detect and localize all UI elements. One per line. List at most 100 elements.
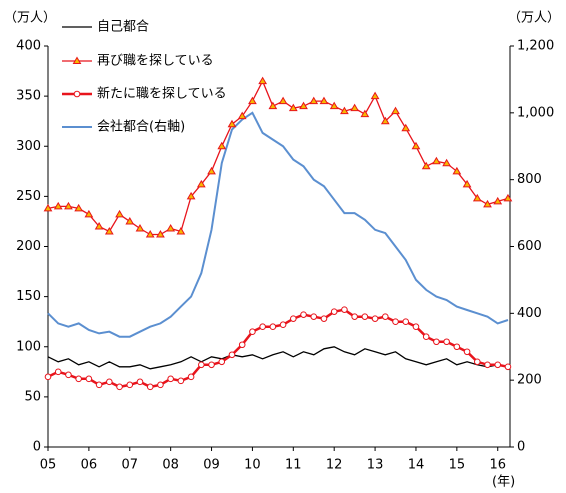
triangle-marker <box>104 226 114 235</box>
triangle-marker <box>391 106 400 115</box>
circle-marker <box>218 358 226 366</box>
triangle-marker <box>483 199 492 208</box>
triangle-marker <box>401 123 411 132</box>
circle-marker <box>75 375 82 383</box>
circle-marker <box>269 323 277 331</box>
y-tick-label: 50 <box>24 389 41 404</box>
triangle-marker <box>176 226 186 235</box>
triangle-marker <box>442 158 451 167</box>
triangle-marker <box>207 166 216 175</box>
triangle-marker <box>503 193 513 202</box>
circle-marker <box>494 361 502 369</box>
x-tick-label: 08 <box>162 458 179 473</box>
x-unit: (年) <box>492 475 515 490</box>
triangle-marker <box>472 193 482 202</box>
series-line <box>47 346 509 370</box>
triangle-marker <box>74 203 84 212</box>
triangle-marker <box>329 101 339 110</box>
triangle-marker <box>217 141 227 150</box>
y2-tick-label: 0 <box>517 440 525 455</box>
triangle-marker <box>340 106 349 115</box>
x-tick-label: 05 <box>40 458 57 473</box>
triangle-marker <box>145 229 155 238</box>
triangle-marker <box>258 76 268 85</box>
triangle-marker <box>452 166 462 175</box>
circle-marker <box>402 318 410 325</box>
triangle-marker <box>268 101 278 110</box>
legend-label: 新たに職を探している <box>97 86 227 102</box>
circle-marker <box>106 378 113 386</box>
y2-tick-label: 1,200 <box>517 39 554 54</box>
triangle-marker <box>421 161 431 170</box>
y-tick-label: 300 <box>16 139 41 154</box>
circle-marker <box>167 375 174 383</box>
circle-marker <box>371 315 379 322</box>
circle-marker <box>453 343 461 351</box>
circle-marker <box>126 381 134 389</box>
triangle-marker <box>462 179 472 188</box>
y-tick-label: 150 <box>16 289 41 304</box>
circle-marker <box>54 368 62 376</box>
x-tick-label: 09 <box>203 458 220 473</box>
circle-marker <box>473 358 481 366</box>
y2-axis-label: （万人） <box>508 11 560 26</box>
x-tick-label: 10 <box>244 458 261 473</box>
circle-marker <box>484 361 491 369</box>
x-tick-label: 16 <box>489 458 506 473</box>
circle-marker <box>392 318 399 325</box>
circle-marker <box>65 371 72 379</box>
series-line <box>47 111 509 338</box>
y-tick-label: 0 <box>33 440 41 455</box>
triangle-marker <box>166 223 176 232</box>
circle-marker <box>300 311 307 318</box>
y2-tick-label: 400 <box>517 306 542 321</box>
legend-label: 会社都合(右軸) <box>97 119 185 135</box>
y-axis-label: （万人） <box>4 11 56 26</box>
circle-marker <box>382 313 389 320</box>
y2-tick-label: 200 <box>517 373 542 388</box>
legend-marker <box>72 56 82 64</box>
triangle-marker <box>125 216 135 225</box>
triangle-marker <box>319 96 329 105</box>
circle-marker <box>116 383 123 391</box>
circle-marker <box>187 373 195 381</box>
triangle-marker <box>350 103 360 112</box>
triangle-marker <box>115 209 124 218</box>
legend-marker <box>73 90 81 98</box>
triangle-marker <box>380 116 390 125</box>
triangle-marker <box>288 103 298 112</box>
y-tick-label: 350 <box>16 89 41 104</box>
circle-marker <box>310 313 318 320</box>
circle-marker <box>433 338 440 346</box>
circle-marker <box>351 313 358 320</box>
triangle-marker <box>493 196 503 205</box>
y2-tick-label: 1,000 <box>517 105 554 120</box>
series-line <box>47 79 509 236</box>
circle-marker <box>290 315 297 322</box>
circle-marker <box>341 306 348 313</box>
circle-marker <box>146 383 154 391</box>
circle-marker <box>361 313 369 320</box>
circle-marker <box>249 328 256 336</box>
legend-label: 自己都合 <box>97 20 149 35</box>
x-tick-label: 07 <box>121 458 138 473</box>
triangle-marker <box>248 96 257 105</box>
y2-tick-label: 800 <box>517 172 542 187</box>
y-tick-label: 400 <box>16 39 41 54</box>
x-tick-label: 13 <box>367 458 384 473</box>
circle-marker <box>279 321 287 328</box>
circle-marker <box>504 363 512 371</box>
y-tick-label: 200 <box>16 239 41 254</box>
triangle-marker <box>299 101 308 110</box>
circle-marker <box>412 323 420 331</box>
circle-marker <box>259 323 266 331</box>
triangle-marker <box>370 91 380 100</box>
circle-marker <box>422 333 430 341</box>
triangle-marker <box>360 109 370 118</box>
circle-marker <box>463 348 471 356</box>
triangle-marker <box>43 203 53 212</box>
circle-marker <box>157 381 164 389</box>
triangle-marker <box>53 201 63 210</box>
circle-marker <box>208 361 215 369</box>
